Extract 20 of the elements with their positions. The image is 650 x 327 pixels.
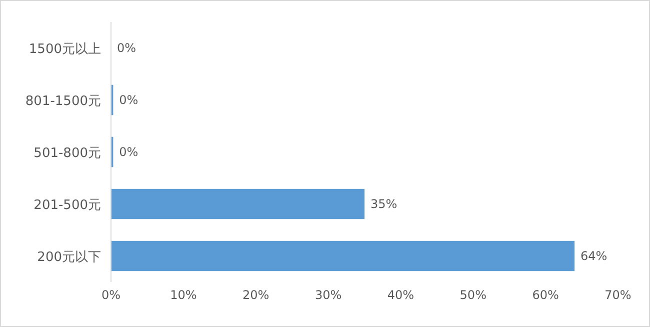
data-label: 64% <box>580 249 608 263</box>
bar <box>111 240 575 272</box>
x-tick-label: 50% <box>460 288 486 302</box>
y-tick-label: 201-500元 <box>34 198 101 213</box>
x-tick-label: 40% <box>387 288 414 302</box>
x-tick-label: 20% <box>242 288 270 302</box>
y-tick-label: 501-800元 <box>34 146 101 161</box>
data-label: 0% <box>119 145 138 159</box>
x-tick-label: 70% <box>604 288 632 302</box>
x-tick-label: 30% <box>314 288 342 302</box>
bar <box>111 188 364 220</box>
x-tick-label: 0% <box>101 288 121 302</box>
y-tick-label: 200元以下 <box>37 250 101 265</box>
x-tick-label: 10% <box>170 288 197 302</box>
data-label: 0% <box>117 41 136 55</box>
data-label: 0% <box>119 93 138 107</box>
y-tick-label: 1500元以上 <box>28 42 101 57</box>
x-tick-label: 60% <box>532 288 559 302</box>
y-tick-label: 801-1500元 <box>25 94 101 109</box>
data-label: 35% <box>370 197 398 211</box>
